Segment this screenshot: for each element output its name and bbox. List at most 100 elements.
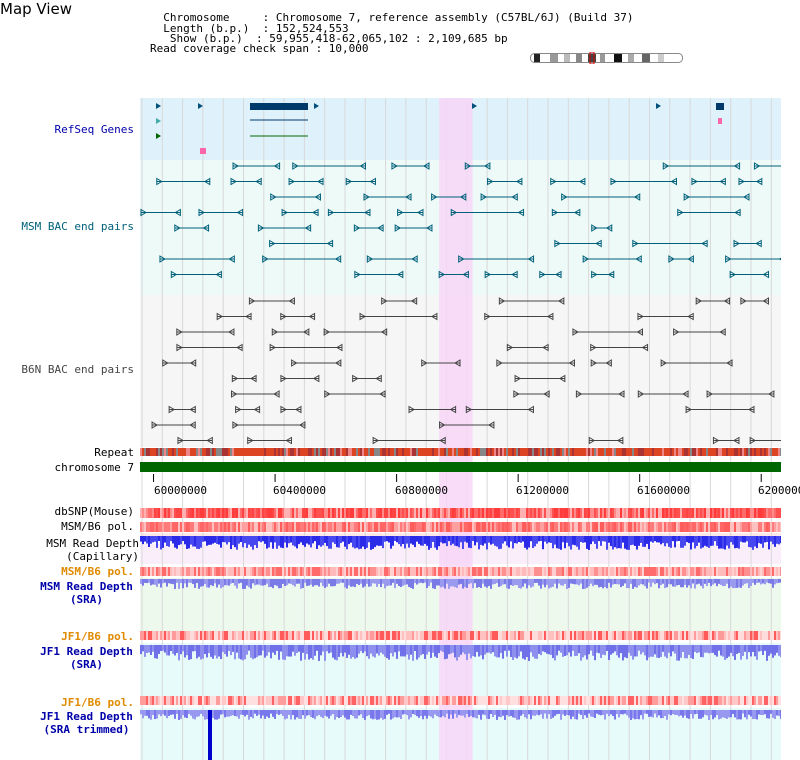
jf1-sra-depth-bar <box>320 645 322 656</box>
repeat-block <box>570 448 572 456</box>
jf1-trim-depth-bar <box>274 710 276 719</box>
msm-pol-heat <box>332 522 334 532</box>
msm-sra-depth-bar <box>398 579 400 587</box>
jf1-trim-depth-bar <box>628 710 630 718</box>
repeat-block <box>400 448 402 456</box>
msm-cap-depth-bar <box>548 536 550 543</box>
jf1-sra-depth-bar <box>594 645 596 661</box>
msm-sra-depth-bar <box>342 579 344 583</box>
jf1-sra-depth-bar <box>398 645 400 652</box>
dbsnp-heat <box>662 508 664 518</box>
msm-pol2-heat <box>532 567 534 576</box>
msm-cap-depth-bar <box>486 536 488 550</box>
jf1-sra-depth-bar <box>296 645 298 654</box>
msm-sra-depth-bar <box>274 579 276 586</box>
msm-pol-heat <box>666 522 668 532</box>
msm-sra-depth-bar <box>200 579 202 587</box>
msm-sra-depth-bar <box>208 579 210 588</box>
jf1-trim-depth-bar <box>310 710 312 718</box>
msm-sra-depth-bar <box>744 579 746 584</box>
dbsnp-heat <box>338 508 340 518</box>
jf1-sra-depth-bar <box>630 645 632 656</box>
dbsnp-heat <box>496 508 498 518</box>
jf1-trim-depth-bar <box>362 710 364 719</box>
jf1-trim-depth-bar <box>518 710 520 720</box>
b6n-bac-pair-arrow <box>695 297 703 305</box>
msm-pol-heat <box>362 522 364 532</box>
jf1-pol-heat <box>496 631 498 640</box>
repeat-block <box>274 448 276 456</box>
msm-sra-depth-bar <box>748 579 750 589</box>
jf1-trim-depth-bar <box>180 710 182 719</box>
repeat-block <box>244 448 246 456</box>
dbsnp-heat <box>636 508 638 518</box>
dbsnp-heat <box>142 508 144 518</box>
jf1-trim-depth-bar <box>270 710 272 714</box>
jf1-sra-depth-bar <box>698 645 700 653</box>
msm-pol2-heat <box>192 567 194 576</box>
msm-pol-heat <box>286 522 288 532</box>
dbsnp-heat <box>402 508 404 518</box>
msm-cap-depth-bar <box>400 536 402 547</box>
jf1-trim-depth-bar <box>638 710 640 720</box>
msm-sra-depth-bar <box>530 579 532 588</box>
jf1-pol-heat <box>188 631 190 640</box>
msm-pol2-heat <box>434 567 436 576</box>
jf1-sra-depth-bar <box>724 645 726 660</box>
jf1-pol-heat <box>424 631 426 640</box>
jf1-pol-heat <box>482 631 484 640</box>
msm-cap-depth-bar <box>170 536 172 542</box>
dbsnp-heat <box>768 508 770 518</box>
msm-cap-depth-bar <box>482 536 484 546</box>
jf1-pol2-heat <box>208 696 210 705</box>
jf1-sra-depth-bar <box>776 645 778 653</box>
repeat-block <box>386 448 388 456</box>
jf1-pol-heat <box>310 631 312 640</box>
repeat-block <box>168 448 170 456</box>
repeat-block <box>624 448 626 456</box>
jf1-pol2-heat <box>180 696 182 705</box>
jf1-pol2-heat <box>458 696 460 705</box>
msm-pol2-heat <box>620 567 622 576</box>
jf1-trim-depth-bar <box>524 710 526 718</box>
chromosome-ideogram[interactable] <box>530 52 685 64</box>
b6n-bac-pair-arrow <box>232 421 239 429</box>
msm-pol2-heat <box>184 567 186 576</box>
msm-sra-depth-bar <box>400 579 402 588</box>
jf1-trim-depth-bar <box>286 710 288 719</box>
jf1-sra-depth-bar <box>634 645 636 657</box>
jf1-pol-heat <box>530 631 532 640</box>
msm-sra-depth-bar <box>410 579 412 588</box>
genome-tracks[interactable] <box>140 98 781 760</box>
b6n-bac-pair-arrow <box>749 436 757 445</box>
msm-sra-depth-bar <box>248 579 250 588</box>
msm-pol-heat <box>236 522 238 532</box>
msm-pol-heat <box>534 522 536 532</box>
repeat-block <box>608 448 610 456</box>
repeat-block <box>242 448 244 456</box>
dbsnp-heat <box>238 508 240 518</box>
jf1-trim-depth-bar <box>420 710 422 717</box>
b6n-bac-pair-arrow <box>514 374 522 383</box>
msm-cap-depth-bar <box>442 536 444 544</box>
dbsnp-heat <box>274 508 276 518</box>
repeat-block <box>592 448 594 456</box>
jf1-pol2-heat <box>338 696 340 705</box>
msm-cap-depth-bar <box>306 536 308 544</box>
repeat-block <box>452 448 454 456</box>
jf1-sra-depth-bar <box>204 645 206 654</box>
jf1-pol2-heat <box>606 696 608 705</box>
b6n-bac-pair-arrow <box>176 343 183 352</box>
msm-cap-depth-bar <box>332 536 334 543</box>
repeat-block <box>616 448 618 456</box>
msm-cap-depth-bar <box>338 536 340 548</box>
repeat-block <box>762 448 764 456</box>
msm-pol-heat <box>764 522 766 532</box>
msm-cap-depth-bar <box>542 536 544 550</box>
msm-sra-depth-bar <box>444 579 446 589</box>
msm-cap-depth-bar <box>554 536 556 545</box>
repeat-block <box>450 448 452 456</box>
gene-feature <box>200 148 206 154</box>
track-area[interactable] <box>140 98 781 760</box>
msm-pol2-heat <box>740 567 742 576</box>
